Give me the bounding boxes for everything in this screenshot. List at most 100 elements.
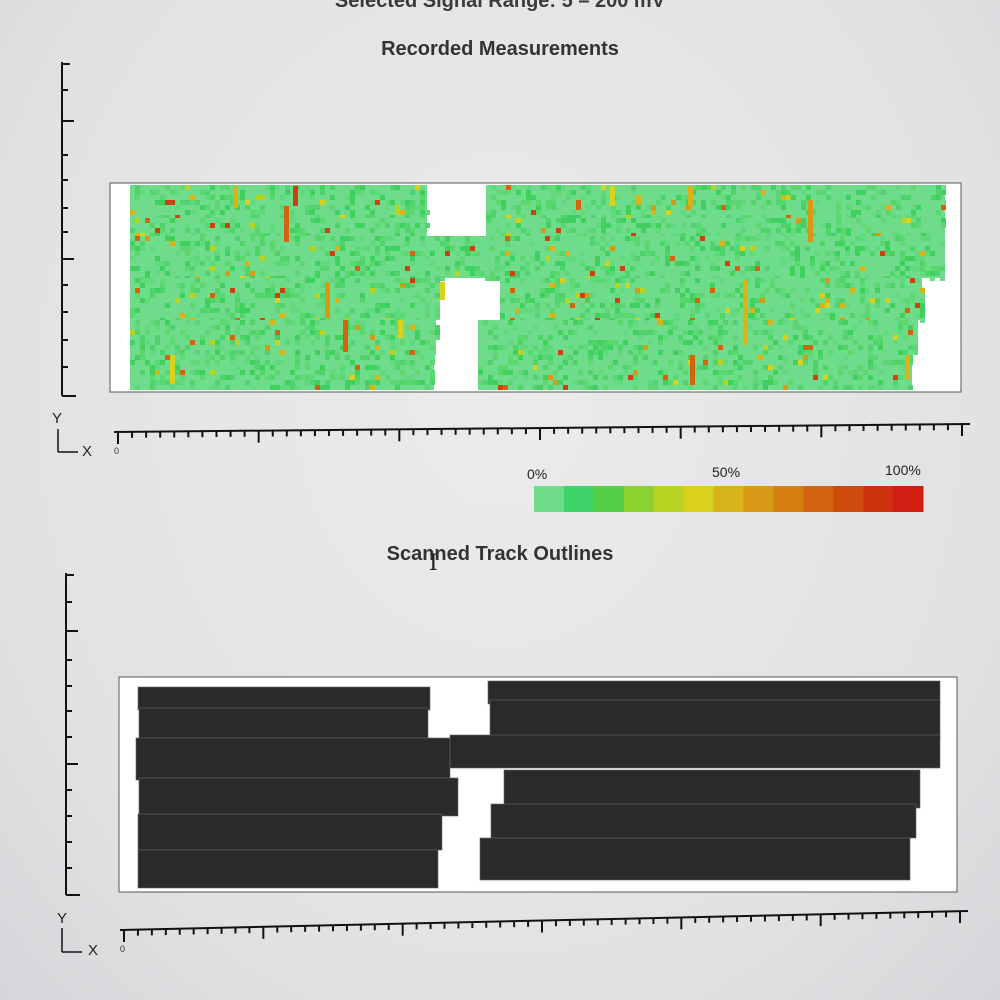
heatmap-cell <box>305 233 310 238</box>
heatmap-cell <box>350 271 355 276</box>
heatmap-cell <box>635 293 640 298</box>
heatmap-cell <box>593 355 598 360</box>
heatmap-cell <box>560 278 565 283</box>
heatmap-cell <box>810 261 815 266</box>
heatmap-cell <box>803 330 808 335</box>
heatmap-cell <box>255 360 260 365</box>
heatmap-cell <box>300 210 305 215</box>
heatmap-cell <box>130 340 135 345</box>
heatmap-cell <box>615 293 620 298</box>
heatmap-cell <box>170 236 175 241</box>
heatmap-cell <box>565 271 570 276</box>
heatmap-cell <box>605 261 610 266</box>
heatmap-cell <box>435 293 440 298</box>
heatmap-cell <box>506 215 511 220</box>
heatmap-cell <box>300 283 305 288</box>
heatmap-cell <box>165 185 170 190</box>
heatmap-cell <box>828 385 833 390</box>
heatmap-cell <box>896 200 901 205</box>
heatmap-cell <box>618 325 623 330</box>
heatmap-cell <box>790 313 795 318</box>
heatmap-cell <box>733 325 738 330</box>
heatmap-cell <box>195 261 200 266</box>
heatmap-cell <box>598 360 603 365</box>
heatmap-cell <box>350 195 355 200</box>
heatmap-cell <box>320 236 325 241</box>
heatmap-cell <box>345 246 350 251</box>
heatmap-cell <box>260 236 265 241</box>
heatmap-cell <box>200 233 205 238</box>
heatmap-cell <box>723 375 728 380</box>
heatmap-cell <box>310 313 315 318</box>
heatmap-cell <box>295 233 300 238</box>
heatmap-cell <box>568 345 573 350</box>
heatmap-cell <box>588 340 593 345</box>
heatmap-cell <box>225 271 230 276</box>
heatmap-cell <box>640 256 645 261</box>
heatmap-cell <box>335 350 340 355</box>
heatmap-cell <box>350 190 355 195</box>
heatmap-cell <box>380 303 385 308</box>
heatmap-cell <box>920 251 925 256</box>
heatmap-cell <box>845 266 850 271</box>
heatmap-cell <box>150 375 155 380</box>
heatmap-cell <box>806 185 811 190</box>
heatmap-cell <box>580 236 585 241</box>
heatmap-cell <box>680 308 685 313</box>
heatmap-cell <box>290 215 295 220</box>
heatmap-cell <box>355 370 360 375</box>
heatmap-cell <box>685 298 690 303</box>
heatmap-cell <box>135 241 140 246</box>
heatmap-cell <box>891 218 896 223</box>
heatmap-cell <box>875 288 880 293</box>
heatmap-cell <box>723 370 728 375</box>
heatmap-cell <box>130 308 135 313</box>
heatmap-cell <box>310 278 315 283</box>
heatmap-cell <box>150 288 155 293</box>
heatmap-cell <box>613 325 618 330</box>
heatmap-cell <box>526 195 531 200</box>
heatmap-cell <box>898 345 903 350</box>
heatmap-cell <box>170 241 175 246</box>
heatmap-cell <box>835 266 840 271</box>
heatmap-cell <box>558 335 563 340</box>
heatmap-cell <box>721 185 726 190</box>
heatmap-cell <box>190 210 195 215</box>
heatmap-cell <box>315 205 320 210</box>
heatmap-cell <box>543 365 548 370</box>
heatmap-cell <box>395 278 400 283</box>
heatmap-cell <box>270 360 275 365</box>
heatmap-cell <box>820 278 825 283</box>
heatmap-cell <box>755 236 760 241</box>
heatmap-cell <box>588 330 593 335</box>
heatmap-cell <box>695 303 700 308</box>
heatmap-cell <box>876 233 881 238</box>
heatmap-cell <box>763 365 768 370</box>
heatmap-cell <box>886 205 891 210</box>
heatmap-cell <box>220 218 225 223</box>
heatmap-cell <box>768 365 773 370</box>
heatmap-cell <box>420 236 425 241</box>
heatmap-cell <box>205 330 210 335</box>
heatmap-cell <box>240 320 245 325</box>
heatmap-cell <box>920 308 925 313</box>
heatmap-cell <box>623 370 628 375</box>
heatmap-cell <box>676 233 681 238</box>
heatmap-cell <box>573 320 578 325</box>
heatmap-cell <box>360 355 365 360</box>
heatmap-cell <box>400 223 405 228</box>
heatmap-cell <box>926 233 931 238</box>
heatmap-cell <box>733 345 738 350</box>
heatmap-cell <box>225 215 230 220</box>
heatmap-cell <box>215 385 220 390</box>
heatmap-cell <box>310 246 315 251</box>
heatmap-cell <box>626 205 631 210</box>
heatmap-cell <box>245 283 250 288</box>
heatmap-cell <box>180 200 185 205</box>
heatmap-cell <box>200 375 205 380</box>
heatmap-cell <box>465 236 470 241</box>
heatmap-cell <box>410 200 415 205</box>
heatmap-cell <box>551 185 556 190</box>
heatmap-cell <box>325 350 330 355</box>
heatmap-cell <box>235 251 240 256</box>
